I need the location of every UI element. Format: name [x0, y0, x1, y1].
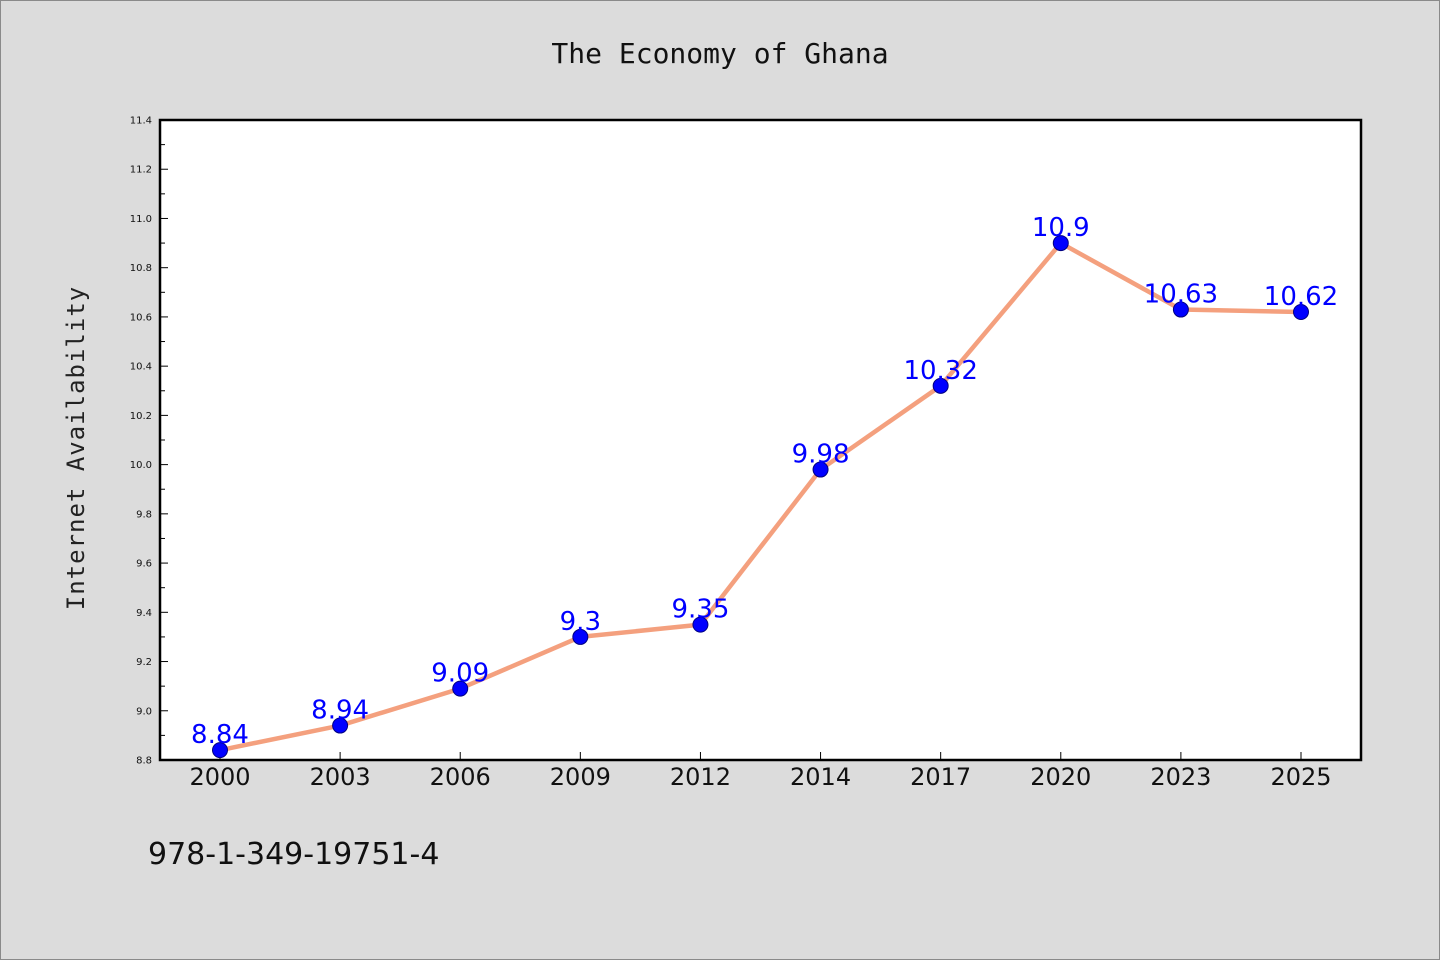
y-axis-ticks: 8.8 9.0 9.2 9.4 9.6 9.8 10.0 10.2 10.4 10.6 10.8 11… — [130, 116, 168, 767]
x-tick-label: 2003 — [310, 763, 371, 791]
x-axis-ticks: 2000 2003 2006 2009 2012 2014 2017 2020 2023 2025 — [189, 752, 1332, 791]
data-label: 9.98 — [792, 440, 850, 470]
data-point-marker — [692, 616, 709, 633]
y-tick-label: 10.0 — [130, 460, 152, 471]
data-point-marker — [1052, 235, 1069, 252]
data-labels-layer: 8.84 8.94 9.09 9.3 9.35 9.98 10.32 10.9 10.63 10.… — [191, 213, 1338, 750]
data-label: 10.32 — [903, 356, 977, 386]
y-tick-label: 9.0 — [136, 706, 152, 717]
data-point-marker — [1172, 301, 1189, 318]
data-point-marker — [572, 628, 589, 645]
x-tick-label: 2025 — [1270, 763, 1331, 791]
y-tick-label: 8.8 — [136, 756, 152, 767]
y-tick-label: 10.6 — [130, 312, 152, 323]
y-tick-label: 10.4 — [130, 362, 152, 373]
x-tick-label: 2023 — [1150, 763, 1211, 791]
footnote-isbn: 978-1-349-19751-4 — [148, 837, 439, 872]
data-point-marker — [452, 680, 469, 697]
data-label: 8.84 — [191, 720, 249, 750]
data-label: 10.62 — [1264, 282, 1338, 312]
x-tick-label: 2014 — [790, 763, 851, 791]
y-tick-label: 11.4 — [130, 116, 152, 127]
x-tick-label: 2017 — [910, 763, 971, 791]
y-tick-label: 10.2 — [130, 411, 152, 422]
data-label: 10.63 — [1144, 280, 1218, 310]
y-tick-label: 11.2 — [130, 165, 152, 176]
data-point-marker — [212, 742, 228, 759]
y-tick-label: 11.0 — [130, 214, 152, 225]
data-label: 9.09 — [431, 659, 489, 689]
y-tick-label: 9.6 — [136, 559, 152, 570]
series-layer — [212, 235, 1309, 759]
data-point-marker — [1293, 304, 1309, 320]
data-label: 9.35 — [671, 595, 729, 625]
x-tick-label: 2000 — [189, 763, 250, 791]
series-line — [217, 240, 1304, 753]
data-point-marker — [812, 461, 829, 478]
data-label: 10.9 — [1032, 213, 1090, 243]
data-label: 8.94 — [311, 696, 369, 726]
y-tick-label: 9.2 — [136, 657, 152, 668]
data-point-marker — [932, 377, 949, 394]
y-tick-label: 10.8 — [130, 263, 152, 274]
data-point-marker — [332, 717, 349, 734]
x-tick-label: 2012 — [670, 763, 731, 791]
chart-title: The Economy of Ghana — [551, 37, 888, 70]
y-tick-label: 9.4 — [136, 608, 152, 619]
y-axis-label: Internet Availability — [62, 286, 90, 610]
plot-border — [158, 118, 1363, 762]
x-tick-label: 2006 — [430, 763, 491, 791]
data-label: 9.3 — [560, 607, 601, 637]
plot-area — [160, 120, 1361, 760]
x-tick-label: 2020 — [1030, 763, 1091, 791]
x-tick-label: 2009 — [550, 763, 611, 791]
y-tick-label: 9.8 — [136, 509, 152, 520]
